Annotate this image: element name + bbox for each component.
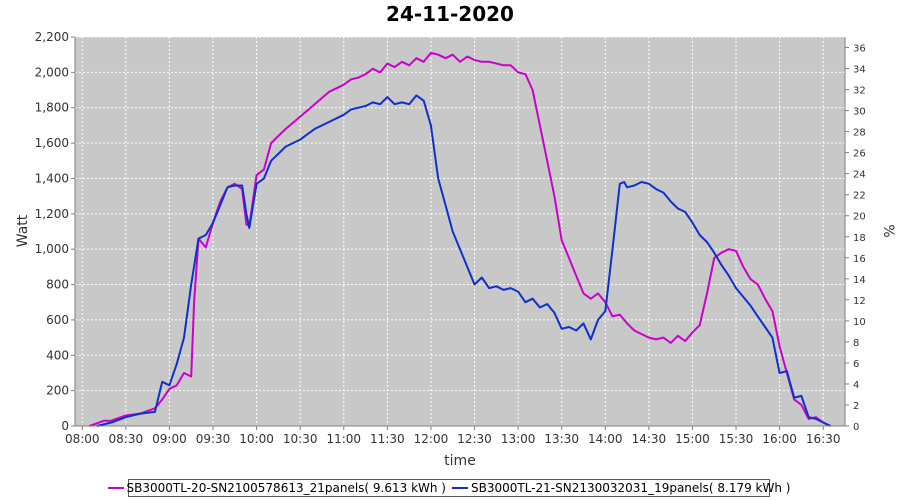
x-tick-label: 16:30 (806, 432, 841, 446)
y2-tick-label: 26 (853, 149, 866, 160)
grid-lines (75, 36, 845, 427)
legend-swatch-series-2 (452, 487, 468, 489)
y-tick-label: 400 (46, 348, 69, 362)
x-tick-label: 10:00 (239, 432, 274, 446)
y-tick-label: 1,600 (35, 136, 69, 150)
y2-tick-label: 32 (853, 86, 866, 97)
legend: SB3000TL-20-SN2100578613_21panels( 9.613… (107, 479, 790, 497)
y2-tick-label: 34 (853, 65, 866, 76)
y2-tick-label: 10 (853, 317, 866, 328)
y-tick-label: 2,200 (35, 30, 69, 44)
y2-tick-label: 14 (853, 275, 866, 286)
x-tick-label: 08:00 (65, 432, 100, 446)
legend-label-series-2: SB3000TL-21-SN2130032031_19panels( 8.179… (471, 481, 791, 495)
x-tick-label: 10:30 (283, 432, 318, 446)
y-tick-label: 600 (46, 313, 69, 327)
y2-axis-title: % (880, 224, 896, 237)
chart-title: 24-11-2020 (386, 2, 514, 26)
x-tick-label: 14:30 (632, 432, 667, 446)
x-tick-label: 08:30 (109, 432, 144, 446)
y-tick-label: 1,000 (35, 242, 69, 256)
series-line-2 (96, 94, 831, 427)
y2-tick-label: 0 (853, 422, 859, 433)
x-tick-label: 16:00 (762, 432, 797, 446)
x-tick-label: 15:00 (675, 432, 710, 446)
x-tick-label: 11:30 (370, 432, 405, 446)
x-tick-label: 13:00 (501, 432, 536, 446)
y2-tick-label: 22 (853, 191, 866, 202)
y-tick-label: 0 (61, 419, 69, 433)
legend-swatch-series-1 (107, 487, 124, 489)
y-tick-label: 800 (46, 278, 69, 292)
legend-item: SB3000TL-21-SN2130032031_19panels( 8.179… (452, 481, 790, 495)
y-tick-label: 1,800 (35, 101, 69, 115)
x-tick-label: 15:30 (719, 432, 754, 446)
plot-area (75, 37, 845, 426)
y-tick-label: 200 (46, 384, 69, 398)
legend-label-series-1: SB3000TL-20-SN2100578613_21panels( 9.613… (126, 481, 446, 495)
series-layer (89, 51, 831, 427)
x-tick-label: 11:00 (326, 432, 361, 446)
x-tick-label: 12:00 (414, 432, 449, 446)
y2-tick-label: 8 (853, 338, 859, 349)
y2-tick-label: 12 (853, 296, 866, 307)
y2-tick-label: 16 (853, 254, 866, 265)
x-axis: 08:00 08:30 09:00 09:30 10:00 10:30 11:00 11:30… (65, 425, 845, 446)
x-tick-label: 09:00 (152, 432, 187, 446)
y-tick-label: 1,200 (35, 207, 69, 221)
y2-tick-label: 24 (853, 170, 866, 181)
x-axis-title: time (444, 453, 476, 469)
x-tick-label: 09:30 (196, 432, 231, 446)
y2-tick-label: 2 (853, 401, 859, 412)
y-tick-label: 2,000 (35, 65, 69, 79)
x-tick-label: 13:30 (544, 432, 579, 446)
y-axis-left: 0 200 400 600 800 1,000 1,200 1,400 1,600 1,800 2,… (35, 30, 76, 433)
y2-tick-label: 28 (853, 128, 866, 139)
y2-tick-label: 6 (853, 359, 859, 370)
y-axis-title: Watt (15, 214, 31, 247)
y2-tick-label: 18 (853, 233, 866, 244)
y2-tick-label: 4 (853, 380, 859, 391)
y2-tick-label: 36 (853, 44, 866, 55)
x-tick-label: 12:30 (457, 432, 492, 446)
x-tick-label: 14:00 (588, 432, 623, 446)
y-tick-label: 1,400 (35, 171, 69, 185)
y2-tick-label: 30 (853, 107, 866, 118)
y2-tick-label: 20 (853, 212, 866, 223)
legend-item: SB3000TL-20-SN2100578613_21panels( 9.613… (107, 481, 446, 495)
